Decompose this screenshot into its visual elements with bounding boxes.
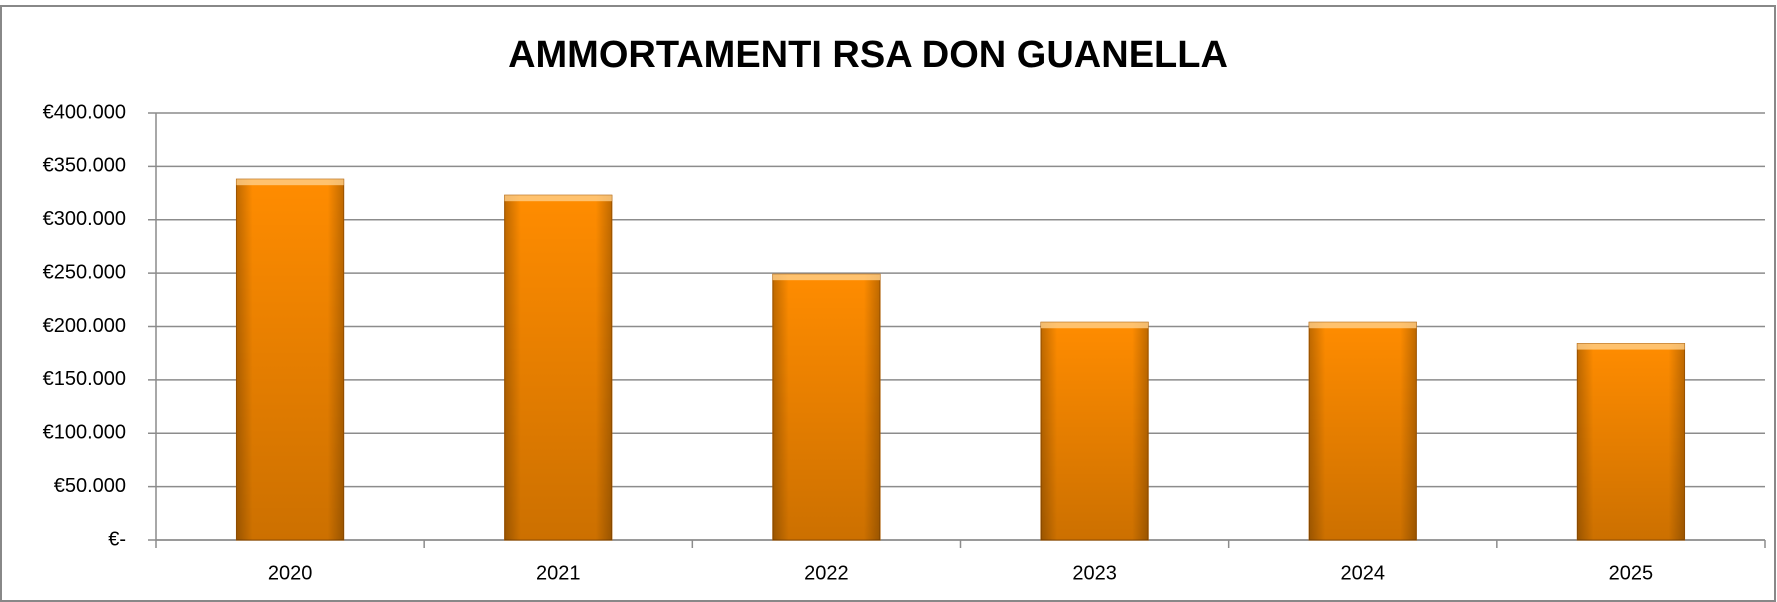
x-tick-label: 2023	[1072, 562, 1117, 584]
bar	[1308, 321, 1417, 541]
y-tick-label: €150.000	[43, 368, 126, 390]
bar	[1040, 321, 1149, 541]
x-tick-label: 2025	[1609, 562, 1654, 584]
bar	[504, 194, 613, 541]
x-tick-label: 2024	[1341, 562, 1386, 584]
x-tick-label: 2020	[268, 562, 313, 584]
y-tick-label: €200.000	[43, 315, 126, 337]
bar-group	[772, 273, 881, 541]
bar	[1576, 343, 1686, 541]
bar	[235, 178, 345, 541]
bar	[772, 273, 881, 541]
bar-group	[235, 178, 345, 541]
bar-group	[1576, 343, 1686, 541]
y-tick-label: €-	[108, 528, 126, 550]
bar-group	[504, 194, 613, 541]
y-tick-label: €300.000	[43, 208, 126, 230]
y-tick-label: €350.000	[43, 155, 126, 177]
bar-group	[1308, 321, 1417, 541]
x-tick-label: 2021	[536, 562, 581, 584]
y-tick-label: €250.000	[43, 261, 126, 283]
chart-title: AMMORTAMENTI RSA DON GUANELLA	[508, 34, 1228, 76]
y-tick-label: €100.000	[43, 422, 126, 444]
y-tick-label: €400.000	[43, 101, 126, 123]
bar-group	[1040, 321, 1149, 541]
x-tick-label: 2022	[804, 562, 849, 584]
y-tick-label: €50.000	[54, 475, 126, 497]
